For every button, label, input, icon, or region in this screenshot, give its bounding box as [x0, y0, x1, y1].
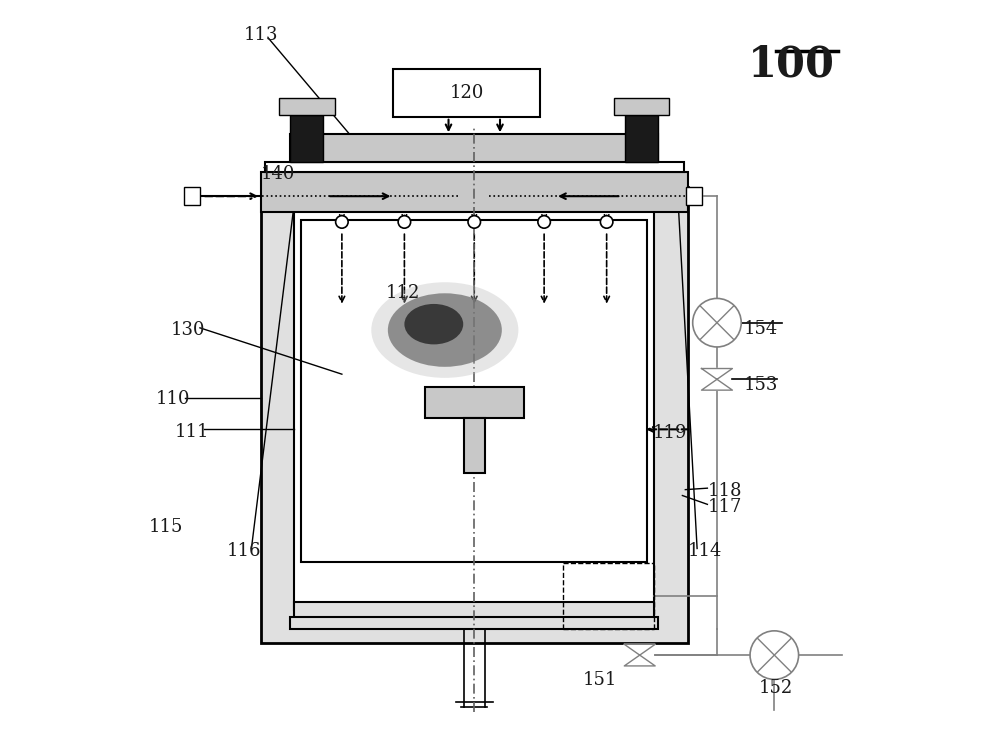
Circle shape — [538, 216, 550, 228]
Text: 118: 118 — [707, 482, 742, 499]
Bar — [393, 69, 540, 117]
Text: 116: 116 — [226, 542, 261, 560]
Bar — [184, 187, 200, 205]
Bar — [265, 162, 684, 172]
Text: 140: 140 — [261, 165, 295, 183]
Text: 115: 115 — [148, 518, 183, 536]
Bar — [425, 388, 524, 419]
Ellipse shape — [388, 293, 502, 367]
Text: 110: 110 — [156, 390, 190, 408]
Text: 154: 154 — [744, 319, 778, 338]
Text: 114: 114 — [688, 542, 722, 560]
Circle shape — [398, 216, 411, 228]
Bar — [686, 187, 702, 205]
Text: 151: 151 — [582, 671, 617, 689]
Bar — [625, 115, 658, 162]
Circle shape — [336, 216, 348, 228]
Ellipse shape — [371, 282, 518, 378]
Text: 120: 120 — [450, 84, 484, 102]
Circle shape — [600, 216, 613, 228]
Bar — [464, 419, 485, 473]
Polygon shape — [624, 645, 655, 666]
Circle shape — [693, 299, 741, 347]
Bar — [279, 99, 335, 115]
Bar — [290, 115, 323, 162]
Text: 113: 113 — [244, 25, 279, 44]
Bar — [294, 190, 654, 610]
Bar — [290, 617, 658, 629]
Bar — [261, 187, 688, 642]
Text: 130: 130 — [171, 321, 205, 339]
Text: 119: 119 — [653, 424, 687, 442]
Text: 117: 117 — [707, 498, 742, 516]
Bar — [294, 602, 654, 618]
Text: 112: 112 — [386, 285, 420, 302]
Bar — [290, 134, 658, 162]
Bar — [614, 99, 669, 115]
Circle shape — [468, 216, 481, 228]
Text: 111: 111 — [175, 422, 209, 441]
Text: 100: 100 — [748, 43, 835, 85]
Text: 153: 153 — [744, 376, 779, 393]
Polygon shape — [702, 368, 732, 390]
Circle shape — [750, 631, 799, 679]
Bar — [261, 172, 688, 213]
Bar — [301, 220, 647, 562]
Ellipse shape — [404, 304, 463, 345]
Text: 152: 152 — [759, 679, 793, 697]
